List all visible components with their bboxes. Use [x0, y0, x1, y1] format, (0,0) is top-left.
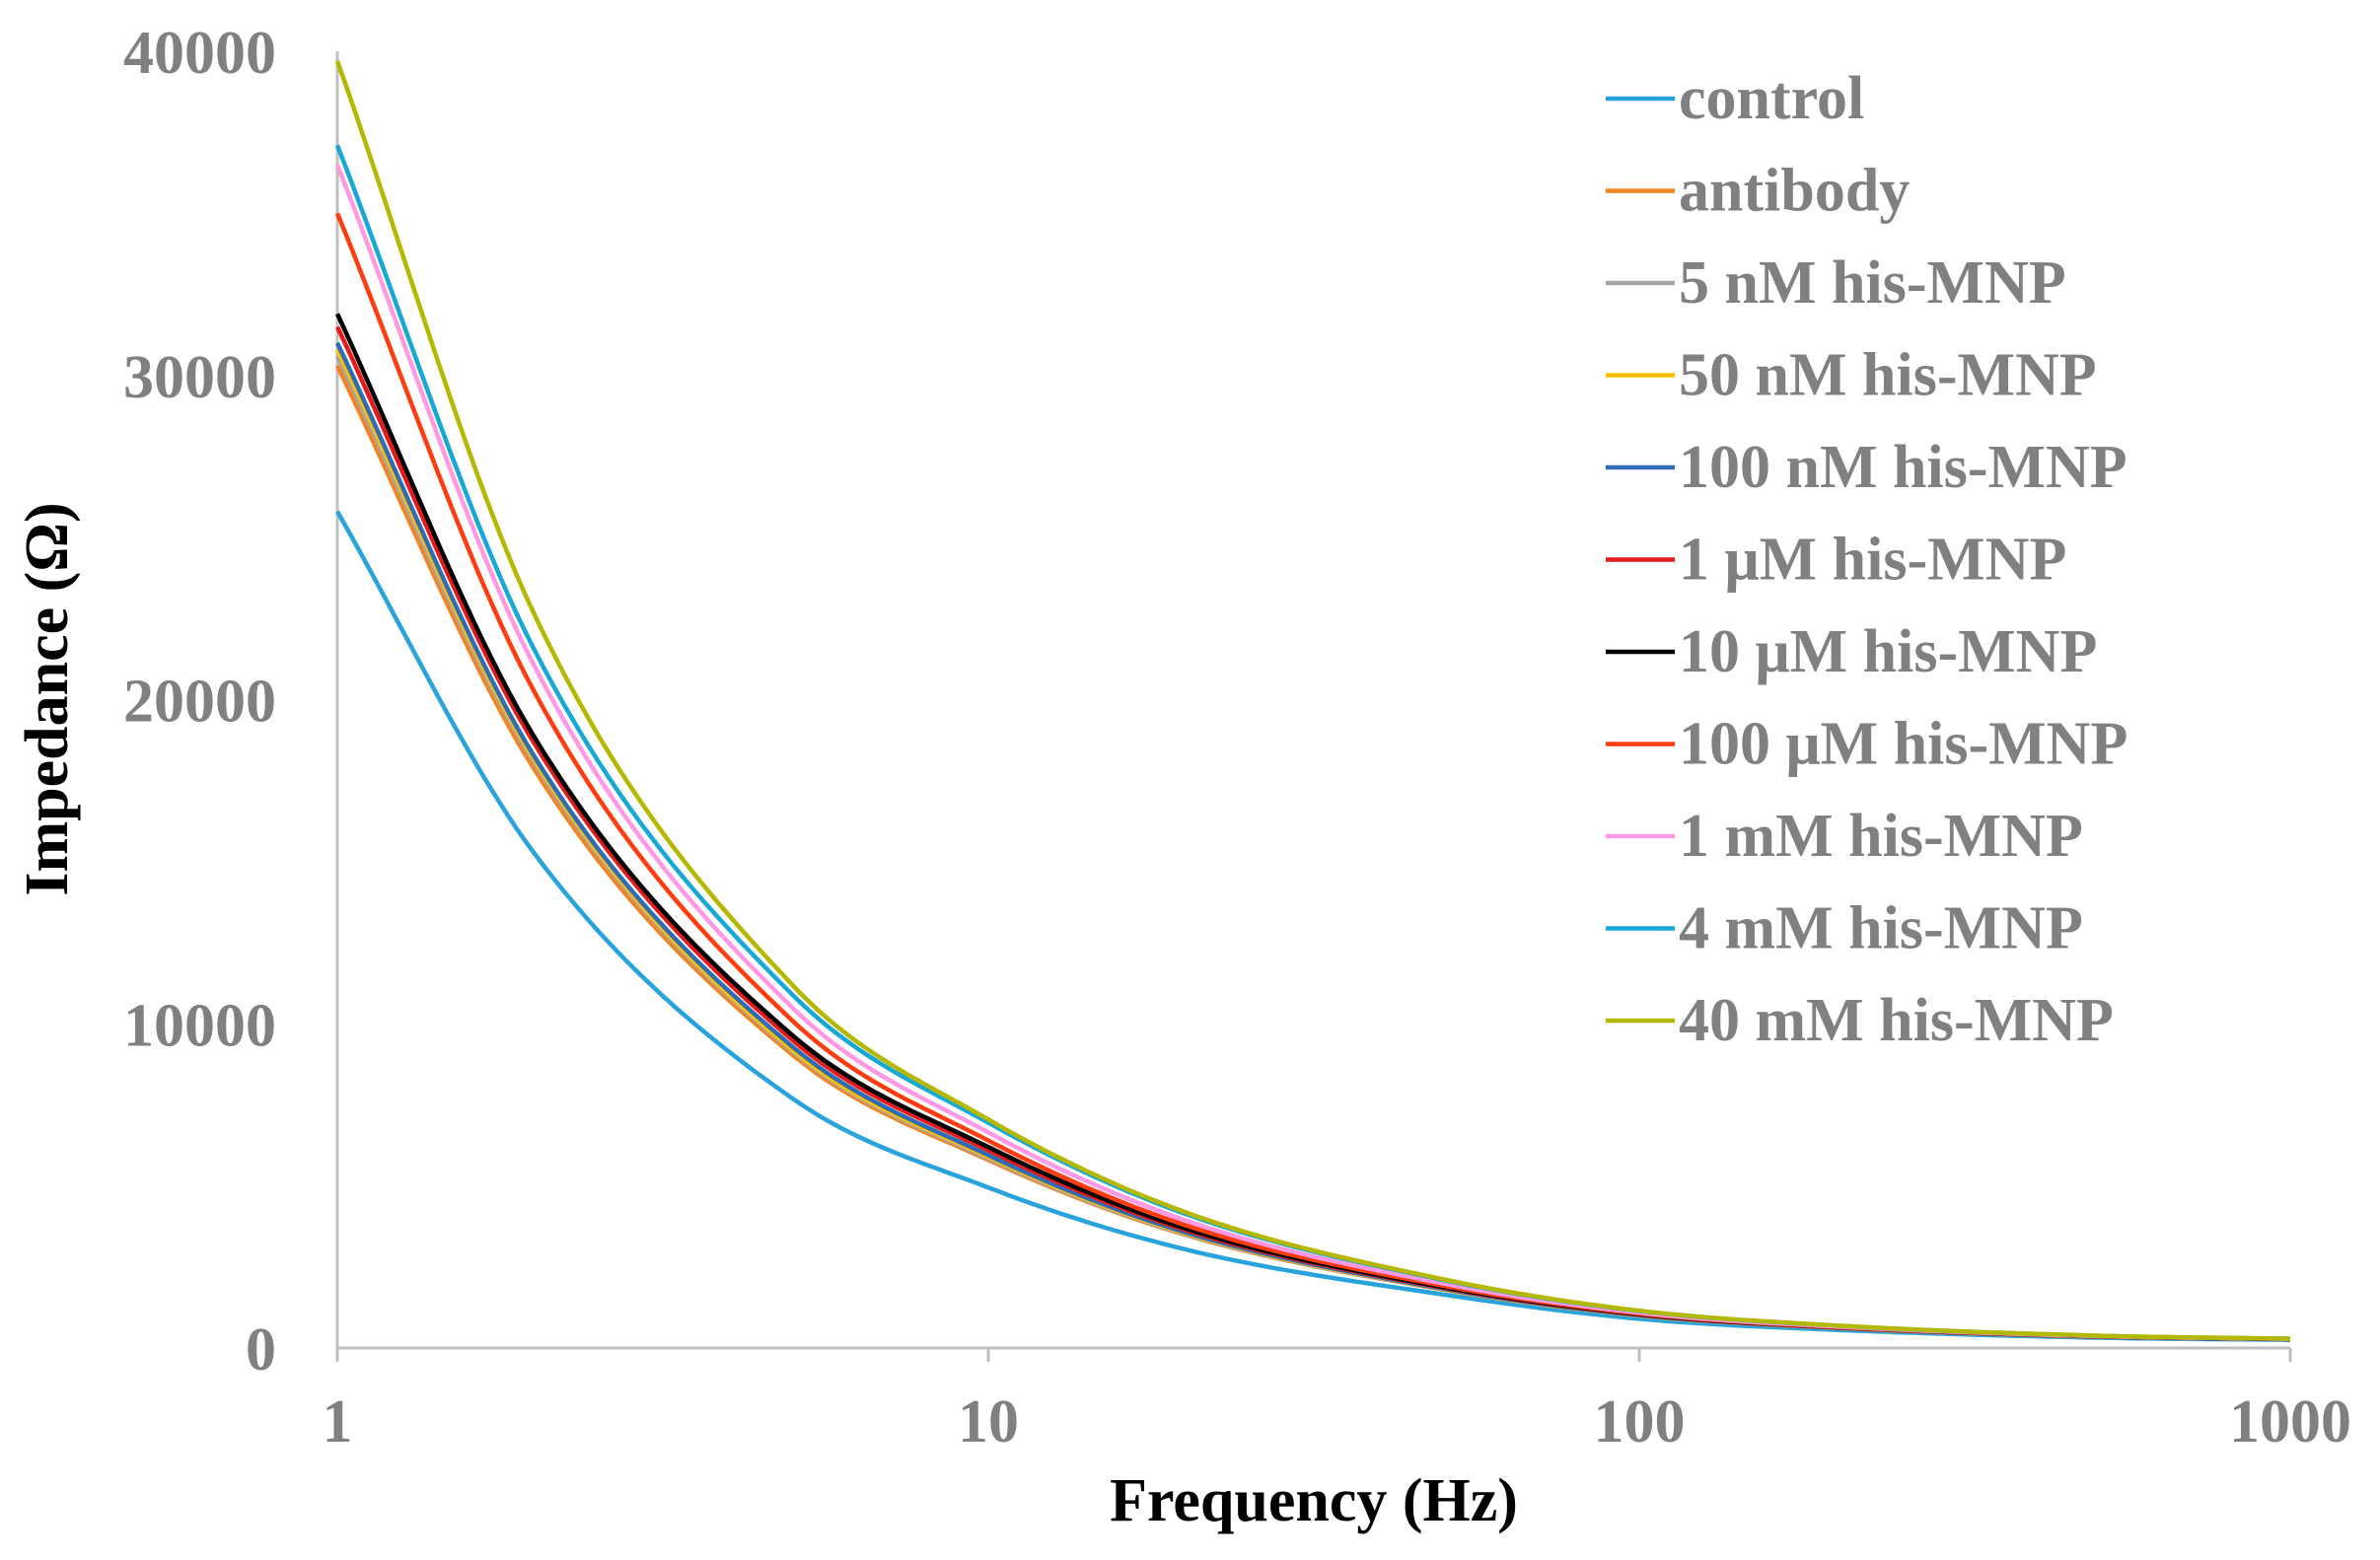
- x-tick-label: 10: [958, 1388, 1019, 1455]
- legend-label: 5 nM his-MNP: [1679, 249, 2066, 317]
- series-lines: [334, 60, 2291, 1343]
- x-tick-label: 100: [1594, 1388, 1686, 1455]
- y-tick-label: 40000: [123, 20, 276, 87]
- x-tick-label: 1000: [2229, 1388, 2351, 1455]
- y-tick-label: 20000: [123, 669, 276, 736]
- legend-label: antibody: [1679, 158, 1910, 225]
- y-tick-label: 10000: [123, 992, 276, 1059]
- y-tick-label: 0: [246, 1316, 276, 1383]
- series-line: [334, 60, 2291, 1341]
- legend-label: 40 mM his-MNP: [1679, 987, 2114, 1054]
- x-axis-title: Frequency (Hz): [1110, 1467, 1518, 1534]
- legend: control antibody 5 nM his-MNP 50 nM his-MNP…: [1606, 65, 2128, 1054]
- x-ticks: 1 10 100 1000: [323, 1348, 2351, 1455]
- legend-label: 1 μM his-MNP: [1679, 527, 2066, 594]
- legend-label: control: [1679, 65, 1864, 132]
- legend-label: 100 μM his-MNP: [1679, 711, 2128, 778]
- y-tick-label: 30000: [123, 344, 276, 411]
- legend-label: 1 mM his-MNP: [1679, 803, 2083, 870]
- legend-label: 4 mM his-MNP: [1679, 895, 2083, 962]
- y-ticks: 0 10000 20000 30000 40000: [123, 20, 276, 1383]
- legend-label: 10 μM his-MNP: [1679, 618, 2097, 685]
- y-axis-title: Impedance (Ω): [14, 502, 81, 895]
- legend-label: 50 nM his-MNP: [1679, 342, 2097, 409]
- x-tick-label: 1: [323, 1388, 353, 1455]
- axes: [335, 51, 2290, 1350]
- legend-label: 100 nM his-MNP: [1679, 434, 2128, 501]
